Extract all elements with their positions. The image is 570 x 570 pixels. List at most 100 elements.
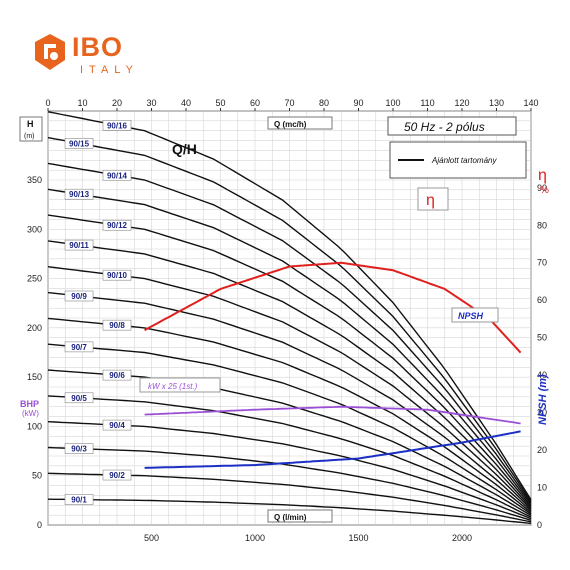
y-right-tick-label: 30 [537, 408, 547, 418]
power-curve [144, 405, 521, 425]
series-label: 90/14 [107, 171, 128, 180]
x-top-tick-label: 30 [146, 98, 156, 108]
x-top-tick-label: 10 [77, 98, 87, 108]
series-label-box [64, 138, 94, 149]
series-label: 90/4 [109, 421, 125, 430]
series-label: 90/10 [107, 271, 128, 280]
x-top-tick-label: 20 [112, 98, 122, 108]
head-curve-90-11 [47, 240, 532, 509]
legend-box [389, 141, 527, 179]
series-label-box [102, 120, 132, 131]
x-bottom-tick-label: 2000 [452, 533, 472, 543]
head-curve-90-5 [47, 395, 532, 518]
y-left-tick-label: 50 [32, 471, 42, 481]
series-label-box [102, 219, 132, 231]
efficiency-curve [144, 261, 522, 354]
y-right-tick-label: 80 [537, 220, 547, 230]
curves [47, 111, 532, 525]
y-left-tick-label: 250 [27, 274, 42, 284]
series-label-box [64, 239, 94, 251]
series-label: 90/13 [69, 190, 90, 199]
npsh-tag-box [451, 307, 499, 323]
x-top-tick-label: 140 [523, 98, 538, 108]
npsh-tag: NPSH [458, 311, 484, 321]
bhp-label: BHP [20, 399, 39, 409]
head-curve-90-3 [47, 446, 532, 521]
series-label-box [64, 494, 94, 505]
eta-axis-label: η [538, 167, 547, 184]
y-left-tick-label: 100 [27, 421, 42, 431]
x-top-axis-label: Q (mc/h) [274, 120, 307, 129]
series-label-box [64, 341, 94, 353]
subtitle-box [387, 116, 517, 136]
kw-tag: kW x 25 (1st.) [148, 382, 198, 391]
series-label: 90/5 [71, 394, 87, 403]
labels: 90/1 90/2 90/3 90/4 90/5 90/6 90/7 90/8 90/9 90/1… [64, 120, 132, 505]
series-label-box [64, 392, 94, 404]
x-top-tick-label: 80 [319, 98, 329, 108]
series-label-box [102, 469, 132, 481]
series-label-box [102, 419, 132, 431]
x-top-tick-label: 0 [45, 98, 50, 108]
head-curve-90-1 [47, 498, 532, 525]
series-label-box [64, 290, 94, 302]
x-bottom-axis-label: Q (l/min) [274, 513, 307, 522]
y-right-tick-label: 90 [537, 183, 547, 193]
chart-subtitle: 50 Hz - 2 pólus [404, 120, 485, 134]
h-label-box [19, 116, 43, 142]
chart-title: Q/H [172, 141, 197, 157]
y-left-axis-unit: (m) [24, 133, 35, 140]
series-label-box [102, 369, 132, 381]
series-label: 90/2 [109, 471, 125, 480]
x-top-tick-label: 90 [353, 98, 363, 108]
y-left-tick-label: 0 [37, 520, 42, 530]
series-label: 90/9 [71, 292, 87, 301]
x-bottom-tick-label: 1500 [349, 533, 369, 543]
x-top-tick-label: 40 [181, 98, 191, 108]
y-left-tick-label: 300 [27, 224, 42, 234]
q-bottom-label-box [267, 509, 333, 523]
brand-name: IBO [72, 32, 124, 62]
bhp-unit: (kW) [22, 409, 39, 418]
y-right-tick-label: 70 [537, 258, 547, 268]
series-label-box [102, 169, 132, 181]
ibo-mark-icon [35, 34, 65, 70]
legend-entry: Ajánlott tartomány [431, 156, 497, 165]
series-label: 90/8 [109, 321, 125, 330]
head-curve-90-7 [47, 343, 532, 515]
y-right-tick-label: 0 [537, 520, 542, 530]
y-left-tick-label: 150 [27, 372, 42, 382]
series-label-box [102, 269, 132, 281]
series-label-box [64, 188, 94, 200]
x-top-tick-label: 100 [385, 98, 400, 108]
series-label-box [64, 443, 94, 454]
x-top-tick-label: 70 [284, 98, 294, 108]
series-label: 90/15 [69, 139, 90, 148]
eta-box-label: η [426, 192, 435, 209]
kw-tag-box [139, 377, 221, 393]
series-label: 90/6 [109, 371, 125, 380]
x-top-tick-label: 60 [250, 98, 260, 108]
npsh-axis-label: NPSH (m) [537, 374, 549, 425]
x-top-tick-label: 120 [454, 98, 469, 108]
y-right-tick-label: 40 [537, 370, 547, 380]
brand-logo: IBO ITALY [32, 30, 162, 80]
series-label: 90/7 [71, 343, 87, 352]
x-top-tick-label: 130 [489, 98, 504, 108]
series-label: 90/11 [69, 241, 89, 250]
head-curve-90-9 [47, 291, 532, 512]
y-right-tick-label: 20 [537, 445, 547, 455]
y-left-tick-label: 200 [27, 323, 42, 333]
head-curve-90-15 [47, 136, 532, 502]
brand-country: ITALY [80, 64, 139, 76]
npsh-curve [144, 430, 521, 469]
x-bottom-tick-label: 1000 [245, 533, 265, 543]
y-right-tick-label: 10 [537, 483, 547, 493]
eta-box [417, 187, 449, 211]
series-label: 90/16 [107, 121, 128, 130]
y-right-tick-label: 50 [537, 333, 547, 343]
series-label: 90/3 [71, 445, 87, 454]
q-top-label-box [267, 116, 333, 130]
